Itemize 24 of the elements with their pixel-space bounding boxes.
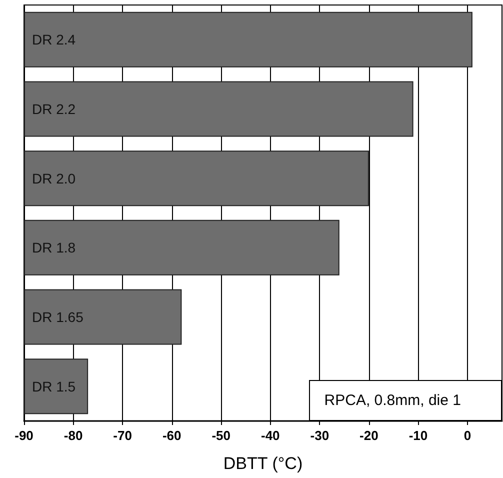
x-tick-label: -50 <box>212 428 231 443</box>
x-tick-label: -60 <box>162 428 182 443</box>
x-tick-label: 0 <box>464 428 472 443</box>
y-tick-label: DR 2.0 <box>32 170 76 186</box>
x-tick-label: -30 <box>310 428 330 443</box>
x-tick-label: -90 <box>14 428 34 443</box>
y-tick-label: DR 2.4 <box>32 32 76 48</box>
x-tick-label: -80 <box>64 428 83 443</box>
bar <box>24 358 88 414</box>
y-tick-label: DR 1.5 <box>32 378 76 394</box>
bar <box>24 150 369 206</box>
y-tick-label: DR 1.65 <box>32 309 84 325</box>
y-tick-label: DR 2.2 <box>32 101 76 117</box>
bar <box>24 12 472 68</box>
x-tick-label: -70 <box>113 428 132 443</box>
bar <box>24 81 414 137</box>
x-tick-label: -20 <box>360 428 378 443</box>
x-axis-title: DBTT (°C) <box>223 454 303 473</box>
x-tick-label: -10 <box>408 428 428 443</box>
note-box: RPCA, 0.8mm, die 1 <box>309 380 502 421</box>
x-tick-label: -40 <box>260 428 280 443</box>
bar <box>24 289 182 345</box>
y-tick-label: DR 1.8 <box>32 240 76 256</box>
bar <box>24 220 340 276</box>
